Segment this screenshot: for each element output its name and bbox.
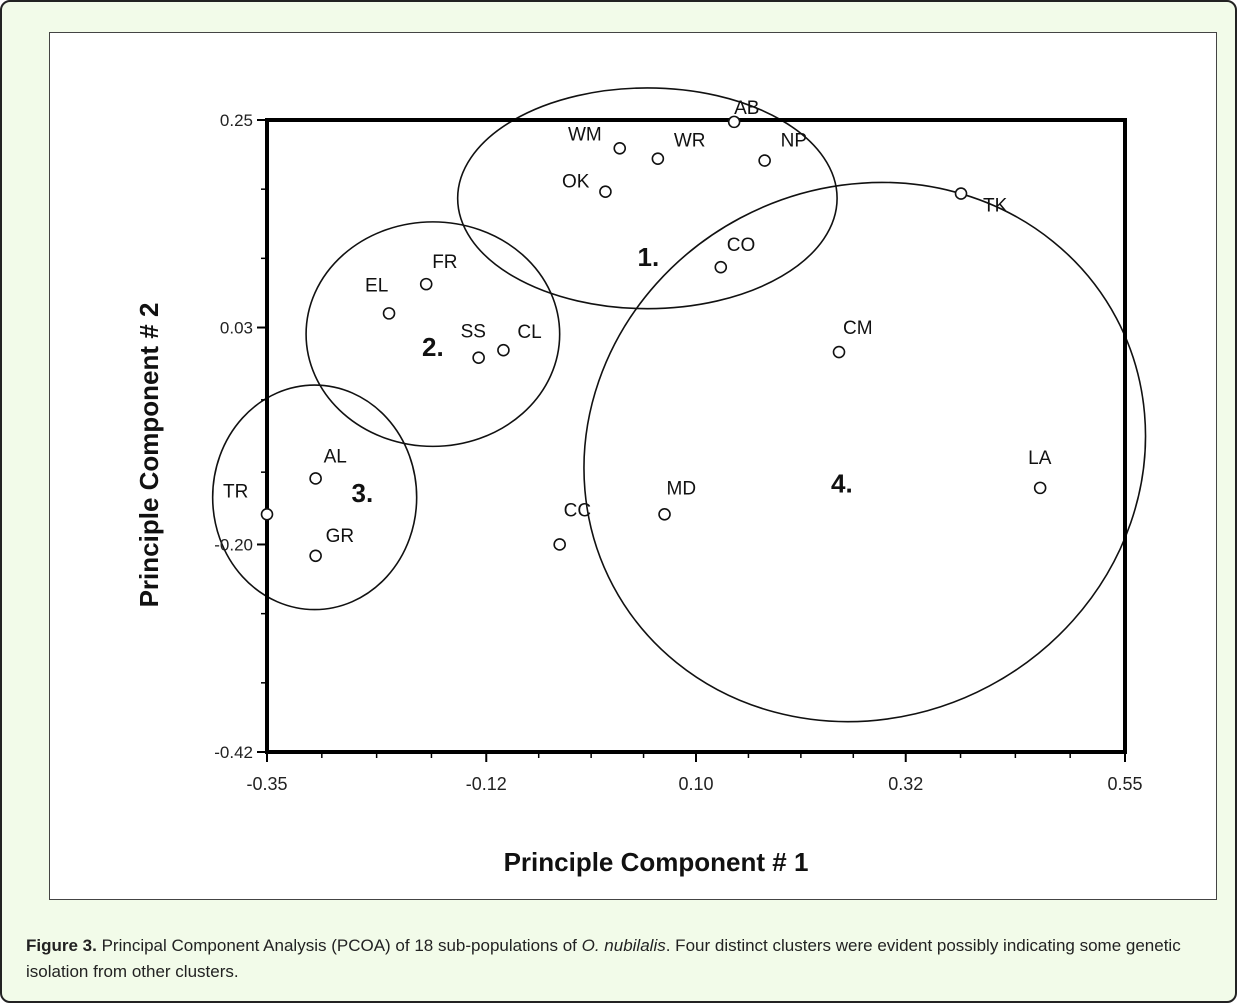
cluster-ellipses <box>211 87 1147 723</box>
data-point-label: AB <box>734 98 759 119</box>
caption-text-after: . Four distinct clusters were evident po… <box>26 936 1181 981</box>
data-point-marker <box>553 538 566 551</box>
data-point-label: LA <box>1028 448 1052 469</box>
x-axis-label: Principle Component # 1 <box>504 847 809 877</box>
x-tick-label: -0.12 <box>466 774 507 794</box>
caption-label: Figure 3. <box>26 936 97 955</box>
data-point-marker <box>497 343 510 357</box>
cluster-number-label: 1. <box>637 242 659 272</box>
data-point-label: AL <box>324 446 347 467</box>
cluster-ellipse <box>583 181 1147 723</box>
data-point-marker <box>419 277 433 291</box>
data-point-marker <box>714 260 728 274</box>
data-point-marker <box>599 185 612 198</box>
data-point-marker <box>758 154 771 167</box>
data-point-marker <box>309 549 322 563</box>
y-tick-label: 0.25 <box>220 111 253 130</box>
x-tick-label: 0.55 <box>1107 774 1142 794</box>
data-point-marker <box>954 187 968 200</box>
data-point-label: SS <box>461 322 486 343</box>
data-point-label: GR <box>326 526 355 547</box>
data-point-label: CM <box>843 318 873 339</box>
cluster-ellipse <box>456 87 838 310</box>
caption-text-before: Principal Component Analysis (PCOA) of 1… <box>101 936 582 955</box>
figure-caption: Figure 3. Principal Component Analysis (… <box>26 933 1206 985</box>
y-tick-label: 0.03 <box>220 319 253 338</box>
data-point-label: TR <box>223 481 248 502</box>
y-tick-label: -0.20 <box>214 535 253 554</box>
data-point-label: OK <box>562 172 590 193</box>
data-point-label: NP <box>781 131 807 152</box>
data-point-marker <box>658 507 671 521</box>
caption-species: O. nubilalis <box>581 936 666 955</box>
data-point-marker <box>613 141 627 155</box>
data-point-marker <box>382 307 396 320</box>
data-point-marker <box>651 152 665 165</box>
pcoa-scatter-chart: -0.35 -0.12 0.10 0.32 0.55 0.25 0.03 -0.20 -0.42… <box>134 87 1147 877</box>
y-tick-label: -0.42 <box>214 743 253 762</box>
data-point-marker <box>472 351 485 365</box>
data-point-label: WR <box>674 131 706 152</box>
cluster-number-label: 2. <box>422 332 444 362</box>
cluster-ellipse <box>305 221 561 448</box>
data-point-label: CL <box>517 322 541 343</box>
data-point-marker <box>832 345 846 359</box>
data-point-marker <box>1033 481 1047 495</box>
data-points: AB WM WR NP OK TK CO FR EL CL SS CM AL TR LA MD CC GR 1. 2.… <box>223 98 1052 563</box>
data-point-marker <box>309 472 322 485</box>
x-tick-label: 0.10 <box>678 774 713 794</box>
data-point-marker <box>727 115 741 129</box>
data-point-label: MD <box>667 478 697 499</box>
y-axis-label: Principle Component # 2 <box>134 303 164 608</box>
data-point-label: FR <box>432 252 457 273</box>
figure-panel: -0.35 -0.12 0.10 0.32 0.55 0.25 0.03 -0.20 -0.42… <box>49 32 1217 900</box>
data-point-label: TK <box>983 196 1008 217</box>
data-point-label: EL <box>365 275 388 296</box>
data-point-label: WM <box>568 124 602 145</box>
data-point-label: CO <box>727 235 756 256</box>
cluster-number-label: 4. <box>831 469 853 499</box>
x-tick-label: 0.32 <box>888 774 923 794</box>
x-tick-label: -0.35 <box>246 774 287 794</box>
cluster-number-label: 3. <box>351 478 373 508</box>
axes: -0.35 -0.12 0.10 0.32 0.55 0.25 0.03 -0.20 -0.42 <box>214 111 1142 794</box>
data-point-label: CC <box>564 500 591 521</box>
cluster-ellipse <box>211 384 418 611</box>
data-point-marker <box>260 507 274 521</box>
